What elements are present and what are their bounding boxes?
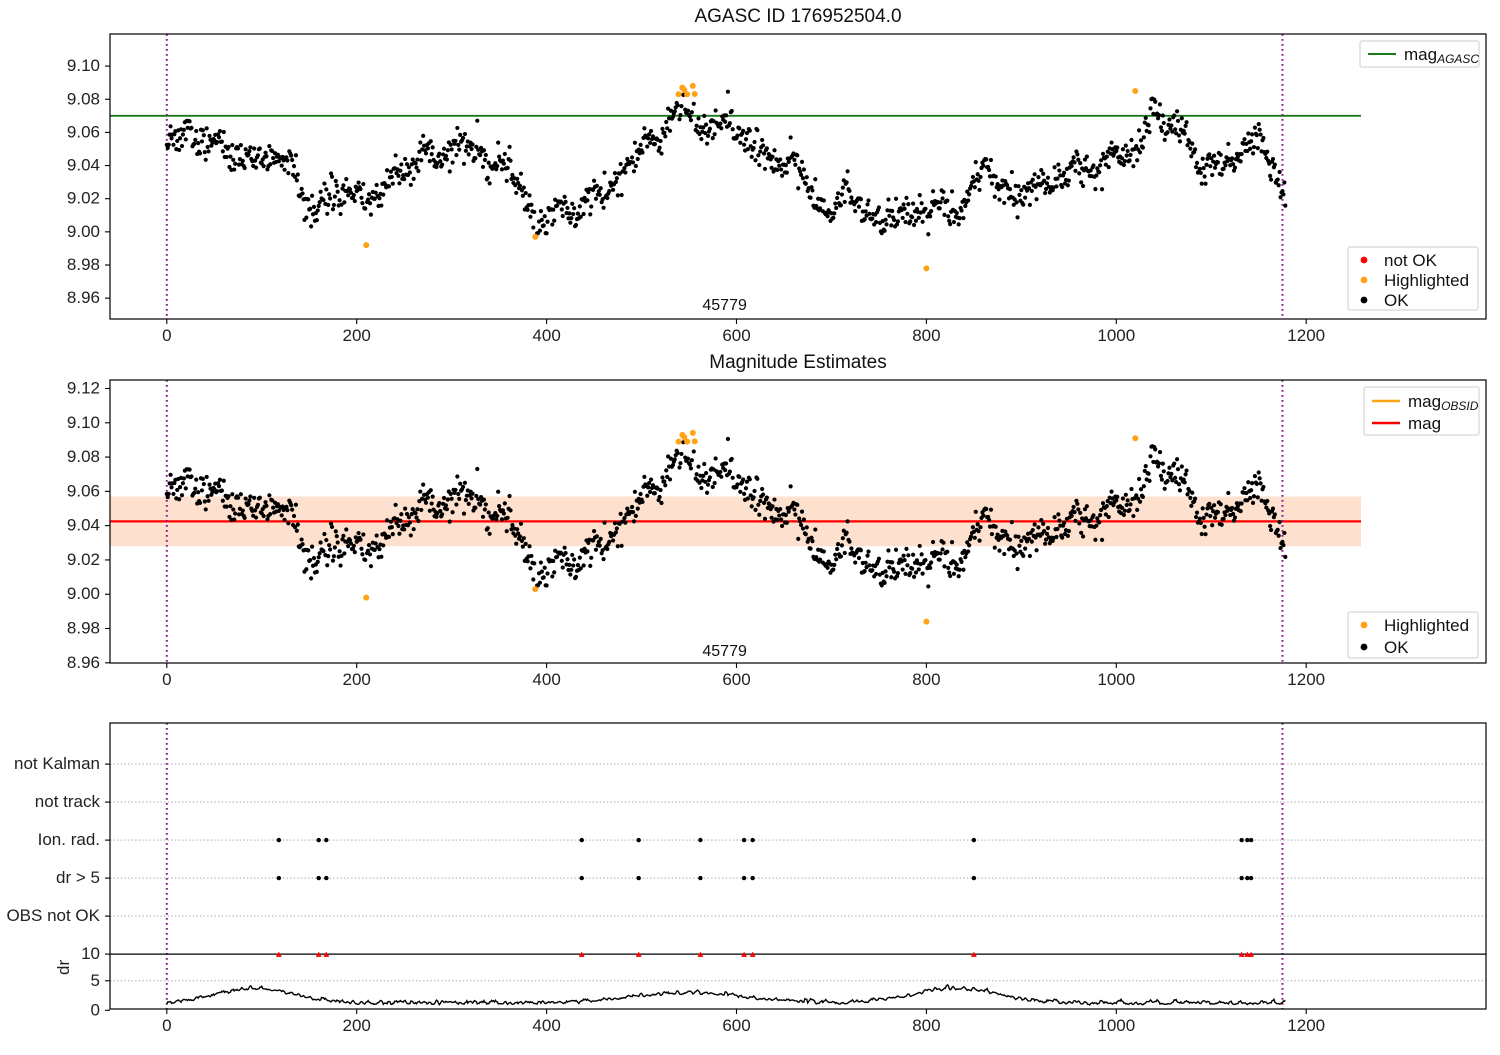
svg-text:0: 0 — [91, 1000, 100, 1019]
svg-text:8.96: 8.96 — [67, 653, 100, 672]
svg-text:200: 200 — [343, 670, 371, 689]
svg-text:9.06: 9.06 — [67, 122, 100, 141]
svg-text:9.08: 9.08 — [67, 447, 100, 466]
svg-text:9.04: 9.04 — [67, 516, 100, 535]
svg-text:OBS not OK: OBS not OK — [6, 906, 100, 925]
svg-text:9.08: 9.08 — [67, 89, 100, 108]
svg-text:dr: dr — [54, 960, 73, 975]
svg-text:OK: OK — [1384, 291, 1409, 310]
svg-text:800: 800 — [912, 1016, 940, 1035]
svg-text:0: 0 — [162, 1016, 171, 1035]
svg-text:8.96: 8.96 — [67, 288, 100, 307]
svg-text:8.98: 8.98 — [67, 619, 100, 638]
svg-text:Highlighted: Highlighted — [1384, 616, 1469, 635]
svg-text:1000: 1000 — [1097, 326, 1135, 345]
svg-text:Magnitude Estimates: Magnitude Estimates — [709, 352, 886, 373]
svg-text:0: 0 — [162, 326, 171, 345]
svg-text:9.02: 9.02 — [67, 550, 100, 569]
svg-text:not track: not track — [35, 792, 101, 811]
svg-text:45779: 45779 — [702, 297, 747, 314]
svg-text:1000: 1000 — [1097, 670, 1135, 689]
svg-text:9.04: 9.04 — [67, 156, 100, 175]
svg-text:9.10: 9.10 — [67, 413, 100, 432]
svg-text:9.00: 9.00 — [67, 222, 100, 241]
svg-text:1000: 1000 — [1097, 1016, 1135, 1035]
svg-text:600: 600 — [722, 1016, 750, 1035]
svg-text:600: 600 — [722, 670, 750, 689]
svg-text:not OK: not OK — [1384, 251, 1438, 270]
svg-text:Ion. rad.: Ion. rad. — [38, 830, 100, 849]
svg-text:800: 800 — [912, 326, 940, 345]
svg-text:600: 600 — [722, 326, 750, 345]
svg-text:9.12: 9.12 — [67, 379, 100, 398]
svg-text:800: 800 — [912, 670, 940, 689]
svg-text:8.98: 8.98 — [67, 255, 100, 274]
svg-text:200: 200 — [343, 326, 371, 345]
svg-text:AGASC ID 176952504.0: AGASC ID 176952504.0 — [694, 6, 901, 27]
svg-text:200: 200 — [343, 1016, 371, 1035]
svg-text:9.00: 9.00 — [67, 584, 100, 603]
svg-text:400: 400 — [532, 326, 560, 345]
svg-text:5: 5 — [91, 971, 100, 990]
svg-text:400: 400 — [532, 1016, 560, 1035]
svg-text:1200: 1200 — [1287, 326, 1325, 345]
svg-text:10: 10 — [81, 944, 100, 963]
svg-text:9.06: 9.06 — [67, 481, 100, 500]
svg-text:9.10: 9.10 — [67, 56, 100, 75]
svg-text:1200: 1200 — [1287, 670, 1325, 689]
svg-text:0: 0 — [162, 670, 171, 689]
svg-text:9.02: 9.02 — [67, 189, 100, 208]
svg-text:Highlighted: Highlighted — [1384, 271, 1469, 290]
svg-text:mag: mag — [1408, 414, 1441, 433]
svg-text:OK: OK — [1384, 638, 1409, 657]
svg-text:not Kalman: not Kalman — [14, 754, 100, 773]
svg-text:dr > 5: dr > 5 — [56, 868, 100, 887]
svg-text:1200: 1200 — [1287, 1016, 1325, 1035]
svg-text:400: 400 — [532, 670, 560, 689]
svg-text:45779: 45779 — [702, 643, 747, 660]
